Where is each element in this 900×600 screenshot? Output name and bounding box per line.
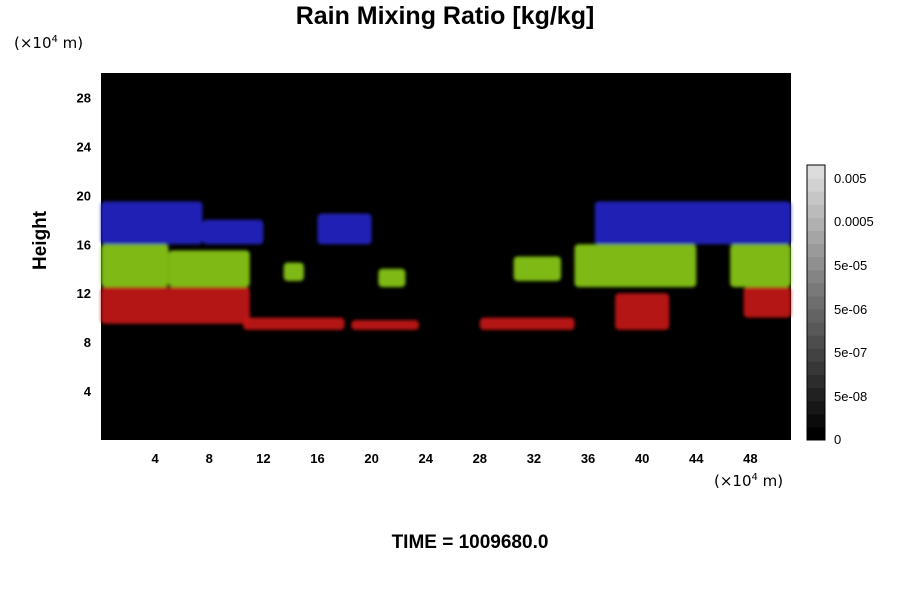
- x-tick-label: 16: [310, 451, 324, 466]
- field-region-red: [101, 287, 250, 324]
- field-region-blue: [101, 201, 203, 245]
- x-tick-label: 24: [418, 451, 433, 466]
- field-region-blue: [202, 219, 264, 245]
- colorbar-step: [807, 413, 825, 428]
- colorbar-label: 5e-05: [834, 258, 867, 273]
- field-region-red: [479, 317, 575, 330]
- colorbar-label: 0.0005: [834, 214, 874, 229]
- colorbar-label: 5e-08: [834, 389, 867, 404]
- colorbar-step: [807, 282, 825, 297]
- field-region-green: [378, 268, 406, 288]
- colorbar-step: [807, 165, 825, 179]
- field-region-green: [168, 250, 250, 288]
- field-region-red: [351, 320, 419, 330]
- colorbar-step: [807, 178, 825, 192]
- x-tick-label: 4: [152, 451, 160, 466]
- field-region-red: [615, 293, 670, 330]
- colorbar-step: [807, 387, 825, 402]
- x-tick-label: 8: [206, 451, 213, 466]
- y-tick-label: 16: [77, 237, 91, 252]
- x-tick-label: 20: [364, 451, 378, 466]
- colorbar-step: [807, 361, 825, 376]
- colorbar-label: 5e-06: [834, 302, 867, 317]
- chart-title: Rain Mixing Ratio [kg/kg]: [295, 2, 595, 30]
- y-axis-ticks: 4 8 12 16 20 24 28: [77, 90, 92, 399]
- y-tick-label: 24: [77, 139, 92, 154]
- field-region-green: [283, 262, 304, 281]
- x-tick-label: 32: [527, 451, 541, 466]
- x-axis-unit: (×104 m): [714, 472, 784, 490]
- colorbar-label: 0: [834, 432, 841, 447]
- field-region-green: [730, 244, 791, 288]
- y-axis-unit: (×104 m): [14, 34, 84, 52]
- y-tick-label: 12: [77, 286, 91, 301]
- x-tick-label: 40: [635, 451, 649, 466]
- field-region-green: [101, 244, 169, 288]
- colorbar-step: [807, 374, 825, 389]
- x-tick-label: 48: [743, 451, 757, 466]
- field-layers: [101, 201, 791, 330]
- colorbar-step: [807, 309, 825, 323]
- field-region-green: [574, 244, 697, 288]
- y-tick-label: 4: [84, 384, 92, 399]
- time-readout: TIME = 1009680.0: [391, 532, 549, 553]
- colorbar-label: 5e-07: [834, 345, 867, 360]
- colorbar-step: [807, 230, 825, 245]
- colorbar: 0.005 0.0005 5e-05 5e-06 5e-07 5e-08 0: [806, 164, 874, 447]
- colorbar-step: [807, 204, 825, 218]
- x-tick-label: 28: [473, 451, 487, 466]
- colorbar-step: [807, 400, 825, 415]
- colorbar-step: [807, 348, 825, 362]
- y-tick-label: 28: [77, 90, 91, 105]
- colorbar-step: [807, 217, 825, 231]
- field-region-red: [243, 317, 345, 330]
- y-tick-label: 8: [84, 335, 91, 350]
- field-region-blue: [594, 201, 791, 245]
- x-tick-label: 12: [256, 451, 270, 466]
- colorbar-step: [807, 295, 825, 310]
- colorbar-step: [807, 335, 825, 349]
- y-tick-label: 20: [77, 188, 91, 203]
- x-axis-ticks: 4 8 12 16 20 24 28 32 36 40 44 48: [152, 451, 758, 466]
- field-region-blue: [317, 213, 372, 245]
- colorbar-step: [807, 256, 825, 271]
- colorbar-step: [807, 322, 825, 336]
- colorbar-step: [807, 426, 825, 441]
- colorbar-step: [807, 191, 825, 205]
- x-tick-label: 44: [689, 451, 704, 466]
- colorbar-step: [807, 269, 825, 284]
- colorbar-step: [807, 243, 825, 258]
- field-region-red: [743, 287, 791, 318]
- colorbar-label: 0.005: [834, 171, 867, 186]
- colorbar-frame: [806, 164, 826, 441]
- field-region-green: [513, 256, 561, 281]
- x-tick-label: 36: [581, 451, 595, 466]
